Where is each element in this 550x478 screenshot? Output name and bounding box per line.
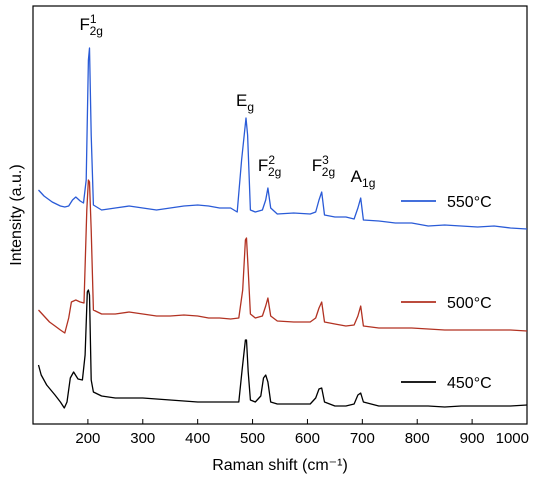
peak-label-3: F3 2g xyxy=(312,153,335,179)
x-tick-label-900: 900 xyxy=(460,430,485,447)
x-tick-label-600: 600 xyxy=(295,430,320,447)
legend-label-1: 500°C xyxy=(447,295,492,312)
x-tick-label-700: 700 xyxy=(350,430,375,447)
series-lines xyxy=(37,47,528,409)
peak-label-4: A1g xyxy=(351,167,376,190)
x-tick-label-500: 500 xyxy=(240,430,265,447)
peak-labels: F1 2g Eg F2 2g F3 2g A1g xyxy=(80,12,376,190)
plot-frame xyxy=(32,5,528,425)
legend: 550°C 500°C 450°C xyxy=(401,194,492,392)
series-line-0 xyxy=(38,47,528,230)
legend-label-2: 450°C xyxy=(447,375,492,392)
x-tick-label-200: 200 xyxy=(75,430,100,447)
peak-label-1: Eg xyxy=(236,91,254,114)
legend-label-0: 550°C xyxy=(447,194,492,211)
x-tick-label-400: 400 xyxy=(185,430,210,447)
series-line-1 xyxy=(38,179,528,334)
x-tick-label-1000: 1000 xyxy=(496,430,529,447)
x-ticks: 200 300 400 500 600 700 800 900 1000 xyxy=(75,419,529,447)
x-axis-label: Raman shift (cm⁻¹) xyxy=(212,457,348,474)
x-tick-label-800: 800 xyxy=(405,430,430,447)
series-line-2 xyxy=(37,289,528,409)
peak-label-2: F2 2g xyxy=(258,153,281,179)
peak-label-0: F1 2g xyxy=(80,12,103,38)
y-axis-label: Intensity (a.u.) xyxy=(8,164,25,265)
x-tick-label-300: 300 xyxy=(130,430,155,447)
